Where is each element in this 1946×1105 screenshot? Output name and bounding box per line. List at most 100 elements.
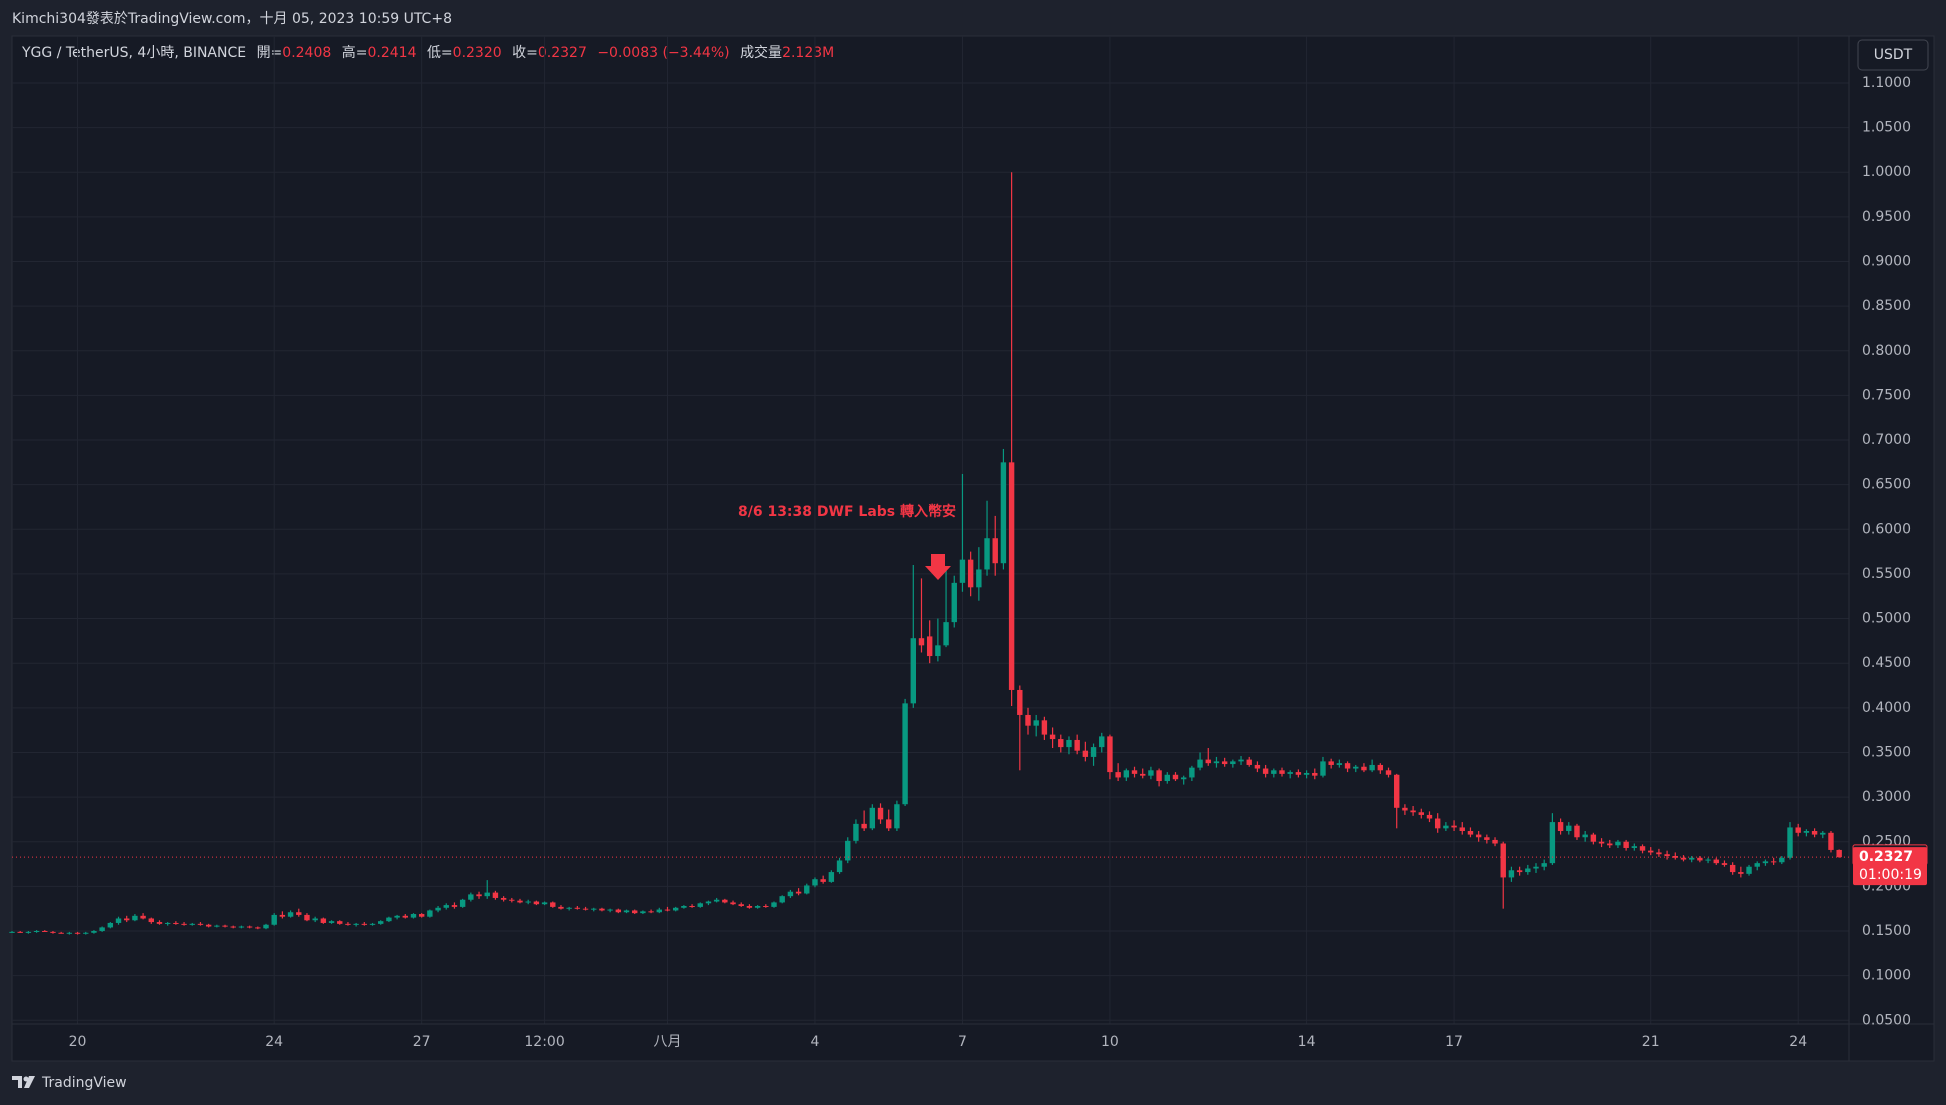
y-tick-label: 0.8500 (1862, 298, 1911, 314)
candle-body (558, 906, 564, 909)
candle-body (1566, 825, 1572, 832)
y-tick-label: 0.4500 (1862, 655, 1911, 671)
candle-body (9, 931, 15, 933)
candle-body (1328, 761, 1334, 765)
candle-body (443, 905, 449, 908)
logo-shape (12, 1076, 22, 1088)
candle-body (1582, 834, 1588, 838)
candle-body (279, 914, 286, 917)
candle-body (705, 901, 712, 904)
candle-body (1295, 772, 1302, 775)
y-tick-label: 0.3000 (1862, 789, 1911, 805)
close-label: 收= (512, 45, 538, 61)
candle-body (664, 909, 671, 911)
candle-body (58, 932, 64, 934)
candle-body (148, 918, 154, 923)
candle-body (74, 932, 81, 934)
candle-body (623, 910, 630, 913)
candle-body (754, 905, 761, 908)
candle-body (296, 912, 302, 915)
candle-body (1762, 861, 1769, 864)
candle-body (337, 921, 343, 924)
volume-value: 2.123M (782, 45, 834, 61)
y-tick-label: 0.4000 (1862, 700, 1911, 716)
candle-body (1729, 864, 1736, 873)
candle-body (582, 908, 589, 910)
grid (12, 36, 1849, 1024)
candle-body (1385, 770, 1392, 775)
candle-body (173, 922, 179, 924)
candle-body (771, 902, 777, 907)
candle-body (541, 902, 548, 905)
candle-body (287, 912, 294, 917)
candle-body (1361, 766, 1367, 771)
candle-body (1377, 764, 1384, 771)
candle-body (238, 926, 245, 928)
candle-body (1557, 822, 1564, 832)
x-tick-label: 7 (958, 1034, 967, 1050)
candle-body (812, 879, 818, 886)
candle-body (1672, 856, 1678, 858)
candle-body (222, 925, 228, 927)
open-label: 開= (257, 45, 283, 61)
candle-body (1803, 831, 1810, 833)
candle-body (1664, 854, 1670, 857)
candle-body (1754, 863, 1760, 867)
candle-body (1320, 761, 1326, 776)
candle-body (550, 902, 556, 907)
candle-body (1770, 861, 1777, 863)
candle-body (746, 905, 753, 908)
candle-body (132, 915, 138, 921)
candle-body (1828, 832, 1834, 850)
candle-body (410, 914, 417, 918)
candle-body (697, 903, 703, 907)
x-tick-label: 八月 (653, 1034, 681, 1050)
high-label: 高= (342, 44, 368, 61)
candle-body (1434, 818, 1441, 829)
candle-body (910, 638, 916, 704)
candle-body (1336, 763, 1343, 765)
y-tick-label: 0.5000 (1862, 611, 1911, 627)
candle-body (1123, 770, 1130, 778)
candle-body (1746, 866, 1752, 874)
candle-body (1254, 764, 1261, 769)
candle-body (1353, 766, 1359, 769)
x-tick-label: 10 (1101, 1034, 1119, 1050)
candle-body (935, 645, 941, 657)
y-tick-label: 0.3500 (1862, 744, 1911, 760)
candle-body (1033, 720, 1039, 726)
candle-body (1459, 827, 1465, 832)
candle-body (689, 905, 695, 907)
brand-name: TradingView (41, 1075, 127, 1091)
candle-body (1590, 834, 1597, 842)
last-price-label: 0.2327 (1859, 849, 1913, 865)
candle-body (1738, 872, 1744, 874)
candle-body (1713, 859, 1719, 864)
candle-body (566, 907, 572, 909)
y-tick-label: 0.9000 (1862, 254, 1911, 270)
candle-body (730, 902, 736, 905)
plot-panel (11, 35, 1935, 1062)
x-tick-label: 14 (1298, 1034, 1316, 1050)
candle-body (246, 926, 253, 928)
candle-body (1049, 734, 1056, 740)
candle-body (468, 894, 474, 900)
currency-button[interactable] (1857, 39, 1929, 71)
candle-body (779, 896, 785, 903)
candle-body (517, 900, 523, 903)
y-tick-label: 0.1000 (1862, 968, 1911, 984)
candle-body (1344, 763, 1351, 769)
candle-body (1213, 761, 1220, 764)
y-tick-label: 0.7000 (1862, 432, 1911, 448)
close-value: 0.2327 (538, 45, 587, 61)
currency-label[interactable]: USDT (1874, 47, 1913, 63)
candle-body (1262, 768, 1269, 774)
candle-body (312, 918, 318, 921)
candle-body (1189, 767, 1195, 778)
candle-body (926, 636, 933, 657)
candle-body (1246, 759, 1252, 765)
candle-body (1090, 747, 1097, 757)
candle-body (738, 904, 744, 906)
x-tick-label: 27 (413, 1034, 431, 1050)
